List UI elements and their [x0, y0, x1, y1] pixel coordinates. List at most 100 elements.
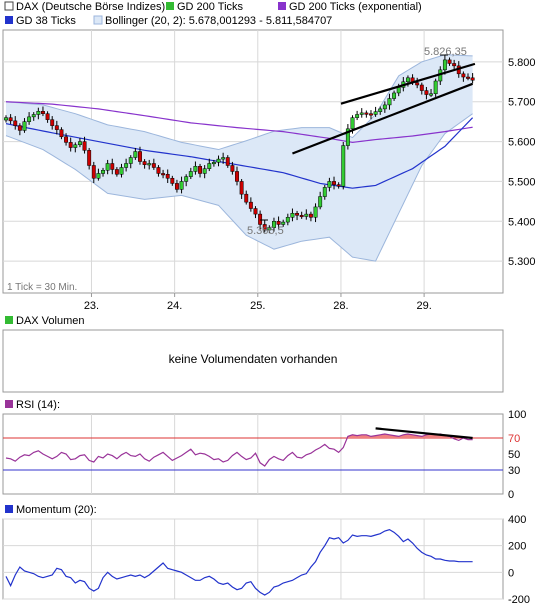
candle-body: [295, 213, 300, 216]
candle-body: [382, 104, 387, 110]
rsi-panel-frame: [2, 413, 504, 495]
candle-body: [77, 141, 82, 146]
candle-body: [466, 76, 470, 79]
candle-body: [350, 117, 355, 130]
candle-body: [54, 125, 59, 130]
candle-body: [101, 170, 105, 174]
candle-body: [142, 161, 147, 165]
candle-body: [151, 163, 156, 168]
candle-body: [442, 59, 447, 71]
candle-body: [156, 167, 161, 174]
momentum-line: [5, 529, 473, 596]
candle-body: [327, 181, 332, 188]
candle-body: [36, 111, 41, 115]
candle-body: [405, 77, 410, 83]
price-x-tick-label: 28.: [333, 300, 348, 312]
rsi-y-axis: 100 70 50 30 0: [508, 409, 526, 501]
candle-body: [272, 221, 276, 228]
volume-message: keine Volumendaten vorhanden: [169, 352, 338, 366]
candle-body: [392, 92, 397, 99]
candle-body: [59, 129, 64, 138]
high-label: 5.826,35: [424, 46, 467, 58]
candle-body: [415, 82, 420, 86]
candle-body: [198, 166, 202, 174]
candle-body: [359, 112, 364, 115]
candle-body: [332, 181, 336, 185]
candle-body: [299, 215, 304, 218]
trend-lines: [292, 62, 476, 155]
momentum-y-tick-label: 400: [508, 514, 526, 526]
candle-body: [174, 183, 179, 190]
gd200-exp-line: [5, 101, 473, 143]
candle-body: [114, 169, 119, 175]
candle-body: [124, 163, 129, 168]
candle-body: [17, 125, 22, 131]
rsi-overbought-fill: [347, 434, 450, 438]
candle-body: [281, 221, 286, 225]
legend: DAX (Deutsche Börse Indizes) GD 200 Tick…: [4, 1, 422, 27]
bollinger-band: [5, 54, 473, 262]
candle-body: [239, 181, 244, 195]
candle-body: [429, 93, 433, 96]
candle-body: [290, 213, 295, 218]
candle-body: [355, 114, 360, 118]
candle-body: [221, 157, 226, 160]
candle-body: [188, 171, 193, 177]
candle-body: [225, 157, 230, 166]
momentum-legend-swatch: [5, 505, 13, 513]
candle-body: [41, 111, 45, 114]
candle-body: [313, 206, 318, 218]
candle-body: [27, 116, 32, 122]
candle-body: [216, 158, 221, 163]
price-y-tick-label: 5.800: [508, 57, 536, 69]
candle-body: [87, 150, 92, 166]
candle-body: [461, 73, 466, 78]
candle-body: [230, 165, 235, 172]
rsi-lines: [5, 427, 473, 467]
candle-body: [235, 171, 239, 182]
momentum-title: Momentum (20):: [16, 504, 97, 516]
candle-body: [170, 177, 175, 184]
candle-body: [147, 163, 152, 166]
rsi-legend-swatch: [5, 400, 13, 408]
candle-body: [447, 59, 452, 64]
gd38-line: [5, 117, 474, 189]
price-x-tick-label: 25.: [250, 300, 265, 312]
price-x-tick-label: 23.: [84, 300, 99, 312]
candle-body: [336, 184, 341, 187]
candle-body: [276, 221, 281, 225]
candle-body: [387, 98, 392, 106]
momentum-grid: [3, 518, 503, 600]
low-label: 5.366,5: [247, 225, 284, 237]
legend-swatch-dax: [4, 1, 14, 11]
rsi-line: [5, 433, 473, 467]
candle-body: [419, 84, 424, 91]
momentum-lines: [5, 529, 473, 596]
candle-body: [8, 117, 13, 122]
candle-body: [285, 217, 290, 223]
trend-line: [292, 82, 474, 155]
rsi-y-tick-label: 100: [508, 409, 526, 421]
candle-body: [161, 173, 166, 176]
momentum-y-axis: 400 200 0 -200: [508, 514, 530, 606]
rsi-trend-line: [375, 427, 473, 440]
legend-label-gd38: GD 38 Ticks: [16, 15, 76, 27]
legend-label-gd200: GD 200 Ticks: [177, 1, 244, 13]
candle-body: [211, 162, 216, 165]
price-x-tick-label: 29.: [416, 300, 431, 312]
candle-body: [258, 213, 263, 225]
candle-body: [433, 80, 438, 95]
candle-body: [322, 187, 327, 197]
rsi-y-tick-label: 30: [508, 465, 520, 477]
volume-legend-swatch: [5, 316, 13, 324]
legend-label-bollinger: Bollinger (20, 2): 5.678,001293 - 5.811,…: [105, 15, 332, 27]
candle-body: [244, 193, 249, 203]
rsi-y-tick-label: 50: [508, 449, 520, 461]
candle-body: [82, 141, 87, 151]
price-y-tick-label: 5.300: [508, 256, 536, 268]
rsi-overbought-area: [347, 434, 450, 438]
candle-body: [184, 176, 189, 182]
moving-averages: [5, 101, 474, 189]
candle-body: [267, 227, 272, 231]
